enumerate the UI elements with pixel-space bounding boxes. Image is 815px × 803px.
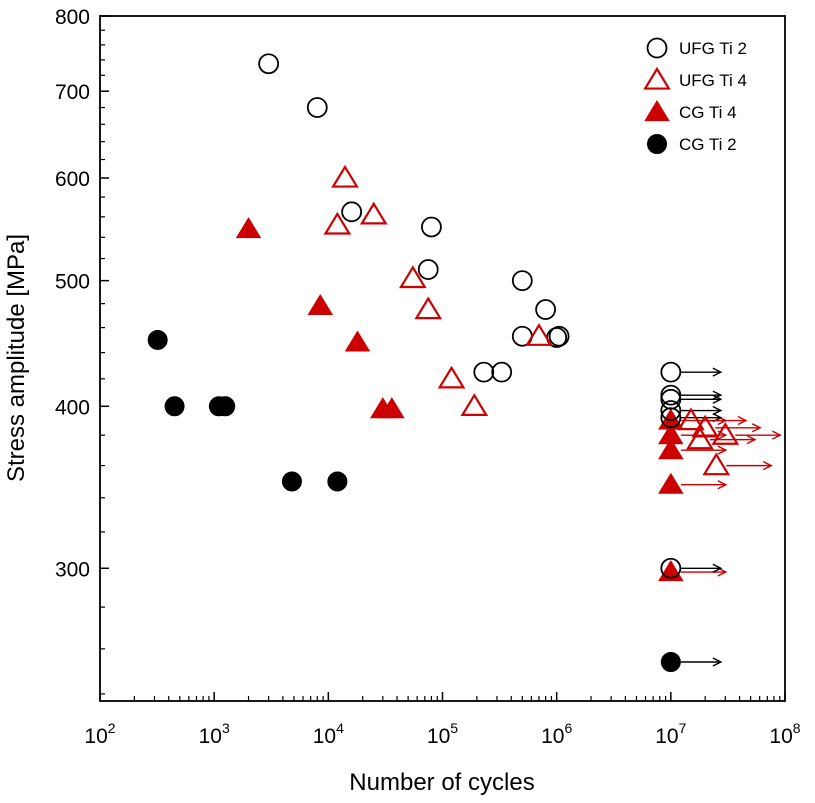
x-tick-label: 107 (655, 720, 686, 748)
legend-marker (647, 134, 667, 154)
series-ufg-ti-2 (258, 53, 723, 579)
legend-marker (644, 100, 670, 122)
legend-label: CG Ti 4 (679, 103, 737, 122)
data-point (702, 452, 731, 476)
data-point (331, 164, 359, 188)
data-point (460, 393, 489, 416)
runout-arrow-head (762, 460, 773, 471)
runout-arrow-head (712, 657, 723, 667)
y-tick-label: 700 (55, 81, 90, 104)
data-point (323, 211, 352, 235)
data-point (437, 365, 466, 389)
data-point (215, 396, 236, 417)
data-point (417, 259, 439, 280)
x-tick-label: 103 (199, 720, 230, 748)
data-point (421, 216, 442, 238)
series-cg-ti-2 (147, 329, 723, 672)
runout-arrow-head (751, 423, 762, 433)
runout-arrow-head (746, 435, 757, 445)
data-point (535, 299, 557, 320)
legend-marker (643, 66, 671, 90)
data-point (473, 361, 495, 383)
data-point (327, 471, 348, 492)
data-point (164, 396, 185, 417)
runout-arrow-head (771, 430, 782, 440)
y-tick-label: 600 (55, 168, 90, 191)
x-tick-label: 105 (427, 720, 458, 748)
data-point (344, 330, 371, 352)
data-point (658, 472, 684, 494)
legend-label: CG Ti 2 (679, 135, 737, 154)
x-tick-label: 106 (541, 720, 572, 748)
legend-item: CG Ti 2 (647, 134, 737, 154)
y-tick-label: 500 (55, 271, 90, 294)
legend-label: UFG Ti 4 (679, 71, 747, 90)
data-point (399, 265, 427, 289)
runout-arrow-head (712, 390, 723, 400)
x-tick-label: 104 (313, 720, 344, 748)
data-point (306, 97, 328, 118)
data-point (677, 407, 705, 431)
data-point (660, 557, 682, 579)
legend-marker (646, 37, 668, 59)
ticks: 102 103 104 105 106 107 108 300 400 500 600 700 800 (55, 6, 801, 748)
series-ufg-ti-4 (323, 164, 782, 476)
data-point (548, 325, 570, 347)
data-point (341, 201, 363, 223)
data-point (660, 361, 682, 383)
runout-arrow-head (712, 405, 723, 416)
data-point (660, 651, 681, 672)
legend-item: UFG Ti 2 (646, 37, 747, 59)
runout-arrow-head (712, 563, 723, 573)
data-point (491, 361, 513, 383)
runout-arrow-head (717, 445, 728, 455)
x-tick-label: 102 (84, 720, 115, 748)
data-point (511, 270, 533, 292)
data-point (660, 407, 682, 429)
y-tick-label: 800 (55, 6, 90, 29)
data-point (686, 426, 714, 450)
data-points (147, 53, 782, 672)
data-point (235, 217, 262, 239)
y-tick-label: 300 (55, 558, 90, 581)
legend-item: CG Ti 4 (644, 100, 737, 122)
y-tick-label: 400 (55, 396, 90, 419)
runout-arrow-head (712, 367, 723, 377)
data-point (660, 400, 682, 421)
data-point (658, 438, 684, 460)
legend: UFG Ti 2 UFG Ti 4 CG Ti 4 CG Ti 2 (643, 37, 747, 154)
series-cg-ti-4 (235, 217, 728, 582)
data-point (525, 323, 553, 346)
data-point (258, 53, 280, 75)
runout-arrow-head (712, 394, 723, 404)
runout-arrow-head (717, 567, 728, 577)
x-tick-label: 108 (769, 720, 800, 748)
data-point (281, 471, 302, 492)
legend-item: UFG Ti 4 (643, 66, 747, 90)
data-point (307, 294, 334, 316)
data-point (711, 422, 740, 445)
legend-label: UFG Ti 2 (679, 39, 747, 58)
runout-arrow-head (737, 415, 748, 426)
x-axis-label: Number of cycles (349, 769, 534, 796)
data-point (359, 201, 388, 225)
runout-arrow-head (717, 480, 728, 490)
data-point (147, 329, 168, 350)
y-axis-label: Stress amplitude [MPa] (3, 234, 30, 482)
data-point (379, 397, 405, 419)
data-point (414, 296, 443, 320)
